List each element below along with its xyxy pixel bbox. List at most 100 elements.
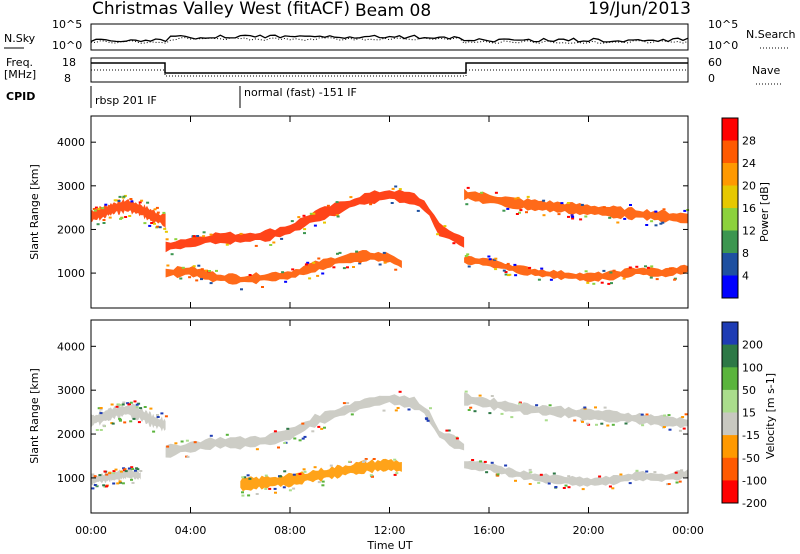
scatter-speckle xyxy=(514,274,518,277)
scatter-speckle xyxy=(382,409,386,412)
scatter-speckle xyxy=(372,458,376,460)
scatter-speckle xyxy=(292,487,296,490)
scatter-speckle xyxy=(654,224,658,227)
scatter-speckle xyxy=(112,482,116,485)
scatter-speckle xyxy=(143,222,147,225)
scatter-speckle xyxy=(564,484,568,487)
scatter-speckle xyxy=(273,430,277,433)
nsearch-tick-top: 10^5 xyxy=(708,18,738,31)
scatter-speckle xyxy=(114,468,118,471)
nave-tick-top: 60 xyxy=(708,56,722,69)
scatter-speckle xyxy=(202,235,206,238)
scatter-speckle xyxy=(398,188,402,191)
colorbar-tick-label: 24 xyxy=(742,157,756,170)
scatter-speckle xyxy=(174,238,178,241)
scatter-speckle xyxy=(122,401,126,404)
scatter-speckle xyxy=(655,278,659,281)
scatter-speckle xyxy=(321,272,325,275)
scatter-speckle xyxy=(277,446,280,449)
scatter-band-4 xyxy=(464,392,688,429)
scatter-speckle xyxy=(526,195,530,198)
scatter-speckle xyxy=(581,420,584,423)
scatter-speckle xyxy=(567,215,570,218)
scatter-speckle xyxy=(99,408,103,411)
scatter-band-2 xyxy=(165,394,465,458)
scatter-speckle xyxy=(603,406,607,409)
scatter-speckle xyxy=(494,191,498,194)
scatter-speckle xyxy=(117,200,121,202)
scatter-speckle xyxy=(547,482,551,485)
scatter-speckle xyxy=(313,466,317,469)
scatter-speckle xyxy=(150,222,154,224)
scatter-speckle xyxy=(102,424,106,427)
scatter-speckle xyxy=(192,236,196,239)
scatter-speckle xyxy=(390,202,394,204)
scatter-speckle xyxy=(298,473,302,475)
scatter-speckle xyxy=(162,211,166,214)
scatter-speckle xyxy=(301,437,305,440)
scatter-speckle xyxy=(156,414,159,416)
scatter-speckle xyxy=(518,211,521,214)
scatter-speckle xyxy=(97,207,101,210)
scatter-speckle xyxy=(140,199,144,202)
scatter-speckle xyxy=(673,278,677,281)
scatter-speckle xyxy=(124,470,128,473)
scatter-speckle xyxy=(358,262,362,265)
scatter-speckle xyxy=(466,253,470,256)
scatter-speckle xyxy=(102,484,106,487)
scatter-speckle xyxy=(336,252,339,255)
scatter-band-2 xyxy=(165,189,465,253)
scatter-speckle xyxy=(506,262,510,265)
freq-series-line xyxy=(91,62,688,74)
scatter-speckle xyxy=(98,474,102,477)
scatter-speckle xyxy=(358,261,362,264)
scatter-speckle xyxy=(581,488,585,491)
x-axis-ticks: 00:00 04:00 08:00 12:00 16:00 20:00 00:00 xyxy=(75,116,704,537)
scatter-speckle xyxy=(611,423,615,426)
scatter-speckle xyxy=(502,209,506,212)
scatter-speckle xyxy=(342,402,346,405)
scatter-speckle xyxy=(570,214,574,217)
scatter-speckle xyxy=(302,214,306,217)
velocity-y-ticks: 1000 2000 3000 4000 xyxy=(57,340,688,485)
colorbar-swatch xyxy=(722,457,738,481)
scatter-speckle xyxy=(661,221,665,224)
scatter-band-1 xyxy=(91,403,166,432)
scatter-speckle xyxy=(129,401,133,404)
scatter-speckle xyxy=(196,235,200,237)
scatter-speckle xyxy=(105,485,108,488)
beam-label: Beam 08 xyxy=(355,1,431,21)
colorbar-swatch xyxy=(722,140,738,164)
scatter-speckle xyxy=(129,198,133,200)
scatter-speckle xyxy=(283,442,287,444)
scatter-speckle xyxy=(204,269,208,272)
scatter-speckle xyxy=(624,422,628,425)
scatter-speckle xyxy=(102,219,106,221)
scatter-speckle xyxy=(135,403,139,406)
scatter-speckle xyxy=(166,264,170,267)
power-ylabel: Slant Range [km] xyxy=(28,164,41,260)
scatter-speckle xyxy=(215,269,218,272)
scatter-speckle xyxy=(622,277,626,280)
scatter-speckle xyxy=(595,423,598,426)
scatter-speckle xyxy=(592,282,596,285)
scatter-speckle xyxy=(552,472,556,475)
scatter-speckle xyxy=(103,470,107,473)
scatter-speckle xyxy=(653,471,657,474)
scatter-speckle xyxy=(163,227,167,230)
scatter-speckle xyxy=(398,390,402,393)
scatter-speckle xyxy=(490,395,494,397)
velocity-data-layer xyxy=(91,390,688,497)
scatter-speckle xyxy=(549,278,553,281)
scatter-speckle xyxy=(255,448,259,451)
scatter-speckle xyxy=(268,487,272,490)
scatter-speckle xyxy=(488,412,492,415)
scatter-speckle xyxy=(608,485,612,488)
x-tick-label: 00:00 xyxy=(75,524,107,537)
scatter-speckle xyxy=(629,204,632,206)
y-tick-label: 3000 xyxy=(57,384,85,397)
scatter-speckle xyxy=(139,407,143,410)
colorbar-swatch xyxy=(722,118,738,141)
colorbar-tick-label: -100 xyxy=(742,474,767,487)
scatter-speckle xyxy=(311,430,315,433)
